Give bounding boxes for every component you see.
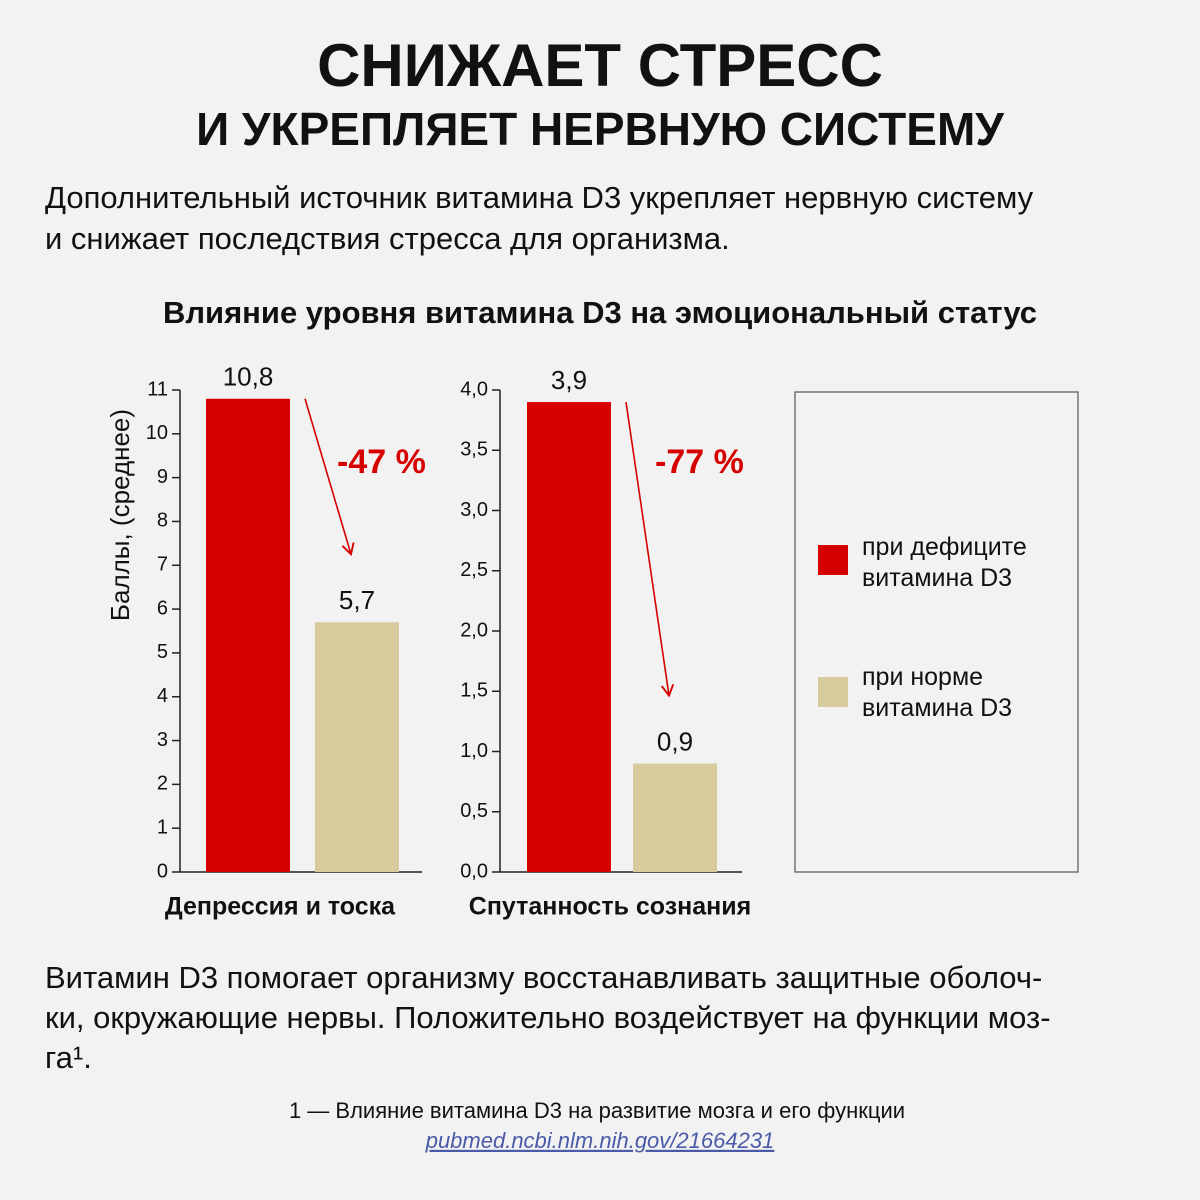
change-arrow [625,401,675,698]
y-tick-label: 3,5 [460,439,488,461]
y-tick-label: 11 [147,378,168,400]
y-tick-label: 9 [157,466,168,488]
value-label: 10,8 [223,362,274,392]
legend-swatch [818,677,848,707]
legend-swatch [818,545,848,575]
y-tick-label: 7 [157,554,168,576]
y-tick-label: 1,0 [460,740,488,762]
y-tick-label: 10 [146,422,168,444]
legend-box [794,391,1079,873]
bar [527,402,611,872]
change-annotation: -77 % [655,443,744,481]
change-arrow [304,398,355,557]
value-label: 5,7 [339,585,375,615]
bar [633,763,717,872]
y-tick-label: 0,5 [460,800,488,822]
y-tick-label: 0,0 [460,860,488,882]
body-line: Витамин D3 помогает организму восстанавл… [45,960,1042,995]
value-label: 3,9 [551,365,587,395]
y-axis-label: Баллы, (среднее) [105,409,135,621]
body-line: ки, окружающие нервы. Положительно возде… [45,1000,1051,1035]
value-label: 0,9 [657,726,693,756]
footnote-link[interactable]: pubmed.ncbi.nlm.nih.gov/21664231 [425,1128,775,1153]
y-tick-label: 1,5 [460,680,488,702]
change-annotation: -47 % [337,443,426,481]
footnote: 1 — Влияние витамина D3 на развитие мозг… [289,1098,905,1123]
x-category-label: Депрессия и тоска [165,893,396,921]
charts-title: Влияние уровня витамина D3 на эмоциональ… [163,295,1037,330]
y-tick-label: 5 [157,641,168,663]
legend-label: при дефиците витамина D3 [862,533,1027,592]
bar [206,398,290,872]
body-line: га¹. [45,1040,92,1075]
y-tick-label: 2 [157,773,168,795]
y-tick-label: 8 [157,510,168,532]
title: СНИЖАЕТ СТРЕСС [317,32,883,99]
y-tick-label: 4,0 [460,378,488,400]
y-tick-label: 2,5 [460,559,488,581]
intro-line: и снижает последствия стресса для органи… [45,221,730,256]
legend-label: при норме витамина D3 [862,663,1013,722]
y-tick-label: 3 [157,729,168,751]
y-tick-label: 4 [157,685,168,707]
x-category-label: Спутанность сознания [469,893,751,921]
bar [315,622,399,872]
y-tick-label: 2,0 [460,619,488,641]
intro-line: Дополнительный источник витамина D3 укре… [45,180,1034,215]
subtitle: И УКРЕПЛЯЕТ НЕРВНУЮ СИСТЕМУ [196,103,1005,155]
y-tick-label: 0 [157,860,168,882]
y-tick-label: 6 [157,597,168,619]
y-tick-label: 3,0 [460,499,488,521]
y-tick-label: 1 [157,816,168,838]
